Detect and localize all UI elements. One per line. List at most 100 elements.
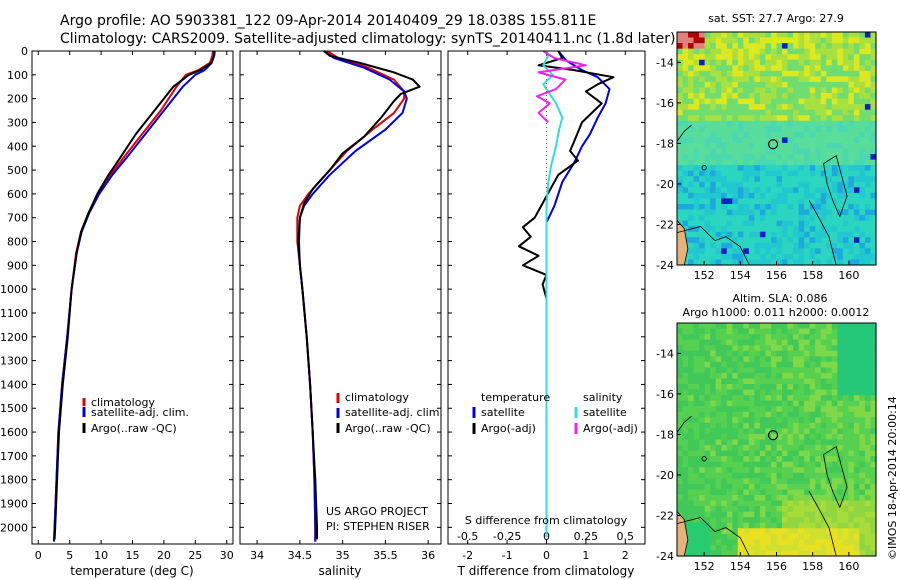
heatmap-cell [737,59,744,66]
difference-panel: -2 -1 0 1 2-0.5 -0.25 0 0.25 0.5 T difference fr… [447,50,646,578]
heatmap-cell [848,350,855,357]
heatmap-cell [699,550,706,557]
heatmap-cell [798,165,805,172]
heatmap-cell [732,87,739,94]
heatmap-cell [743,511,750,518]
heatmap-cell [848,400,855,407]
heatmap-cell [837,422,844,430]
heatmap-cell [715,65,722,72]
heatmap-cell [826,395,833,402]
heatmap-cell [699,350,706,357]
x-tick-label: 156 [766,560,787,573]
heatmap-cell [793,522,800,529]
heatmap-cell [837,220,844,227]
heatmap-cell [732,339,739,346]
heatmap-cell [754,159,761,166]
heatmap-cell [715,467,722,474]
heatmap-cell [699,467,706,474]
heatmap-cell [837,48,844,55]
heatmap-cell [776,203,783,211]
heatmap-cell [859,226,866,233]
heatmap-cell [754,242,761,249]
heatmap-cell [765,339,772,346]
heatmap-cell [770,544,778,552]
heatmap-cell [759,345,767,352]
heatmap-cell [770,148,778,155]
heatmap-cell [688,32,695,39]
heatmap-cell [826,181,833,188]
heatmap-cell [770,328,778,335]
heatmap-cell [870,483,877,491]
heatmap-cell [859,422,866,430]
heatmap-cell [798,81,805,89]
heatmap-cell [677,93,684,100]
heatmap-cell [864,422,872,430]
heatmap-cell [864,528,872,535]
heatmap-cell [721,131,728,139]
heatmap-cell [848,428,855,435]
heatmap-cell [782,148,789,155]
heatmap-cell [859,253,866,261]
heatmap-cell [737,81,744,89]
heatmap-cell [699,506,706,513]
heatmap-cell [704,522,711,529]
heatmap-cell [737,378,744,385]
heatmap-cell [837,483,844,491]
heatmap-cell [798,220,805,227]
heatmap-cell [793,489,800,496]
heatmap-cell [704,104,711,111]
heatmap-cell [732,104,739,111]
heatmap-cell [699,181,706,188]
heatmap-cell [704,209,711,216]
heatmap-cell [677,137,684,144]
heatmap-cell [688,334,695,341]
heatmap-cell [804,522,811,529]
heatmap-cell [715,544,722,552]
heatmap-cell [782,356,789,363]
heatmap-cell [848,253,855,261]
heatmap-cell [804,54,811,61]
heatmap-cell [853,70,861,77]
heatmap-cell [759,181,767,188]
heatmap-cell [693,142,700,150]
heatmap-cell [770,433,778,441]
heatmap-cell [693,445,700,452]
heatmap-cell [793,400,800,407]
heatmap-cell [815,120,822,127]
y-tick-label: 1700 [0,450,28,463]
heatmap-cell [732,198,739,205]
heatmap-cell [870,544,877,552]
heatmap-cell [809,65,816,72]
heatmap-cell [759,76,767,83]
heatmap-cell [754,506,761,513]
heatmap-cell [804,389,811,396]
heatmap-cell [765,187,772,194]
heatmap-cell [842,159,849,166]
heatmap-cell [715,384,722,391]
heatmap-cell [721,70,728,77]
heatmap-cell [842,456,849,463]
heatmap-cell [864,142,872,150]
legend-label: Argo(..raw -QC) [345,422,431,435]
heatmap-cell [864,231,872,238]
heatmap-cell [721,81,728,89]
heatmap-cell [754,181,761,188]
heatmap-cell [848,378,855,385]
heatmap-cell [677,192,684,200]
heatmap-cell [842,428,849,435]
heatmap-cell [826,361,833,368]
temperature-legend: climatology satellite-adj. clim. Argo(..… [82,396,189,435]
heatmap-cell [715,48,722,55]
heatmap-cell [831,345,838,352]
heatmap-cell [831,148,838,155]
heatmap-cell [820,372,827,380]
heatmap-cell [870,65,877,72]
heatmap-cell [820,209,827,216]
heatmap-cell [870,323,877,330]
heatmap-cell [853,192,861,200]
heatmap-cell [848,148,855,155]
heatmap-cell [809,165,816,172]
heatmap-cell [704,506,711,513]
heatmap-cell [732,439,739,446]
heatmap-cell [804,65,811,72]
